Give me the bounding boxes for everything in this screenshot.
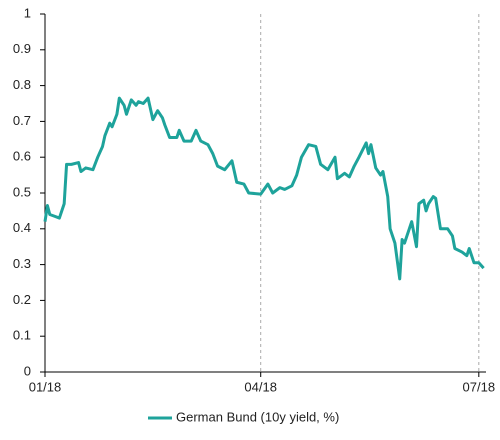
y-tick-label: 0 — [24, 363, 31, 378]
y-tick-label: 0.4 — [13, 220, 31, 235]
y-tick-label: 0.5 — [13, 184, 31, 199]
x-tick-label: 07/18 — [463, 379, 496, 394]
x-tick-label: 01/18 — [29, 379, 62, 394]
x-tick-label: 04/18 — [244, 379, 277, 394]
y-tick-label: 0.3 — [13, 256, 31, 271]
line — [43, 96, 485, 281]
y-tick-label: 0.9 — [13, 41, 31, 56]
y-tick-label: 0.7 — [13, 113, 31, 128]
y-tick-label: 1 — [24, 5, 31, 20]
legend-label: German Bund (10y yield, %) — [176, 409, 339, 424]
y-tick-label: 0.8 — [13, 77, 31, 92]
y-tick-label: 0.1 — [13, 328, 31, 343]
y-tick-label: 0.6 — [13, 149, 31, 164]
y-tick-label: 0.2 — [13, 292, 31, 307]
